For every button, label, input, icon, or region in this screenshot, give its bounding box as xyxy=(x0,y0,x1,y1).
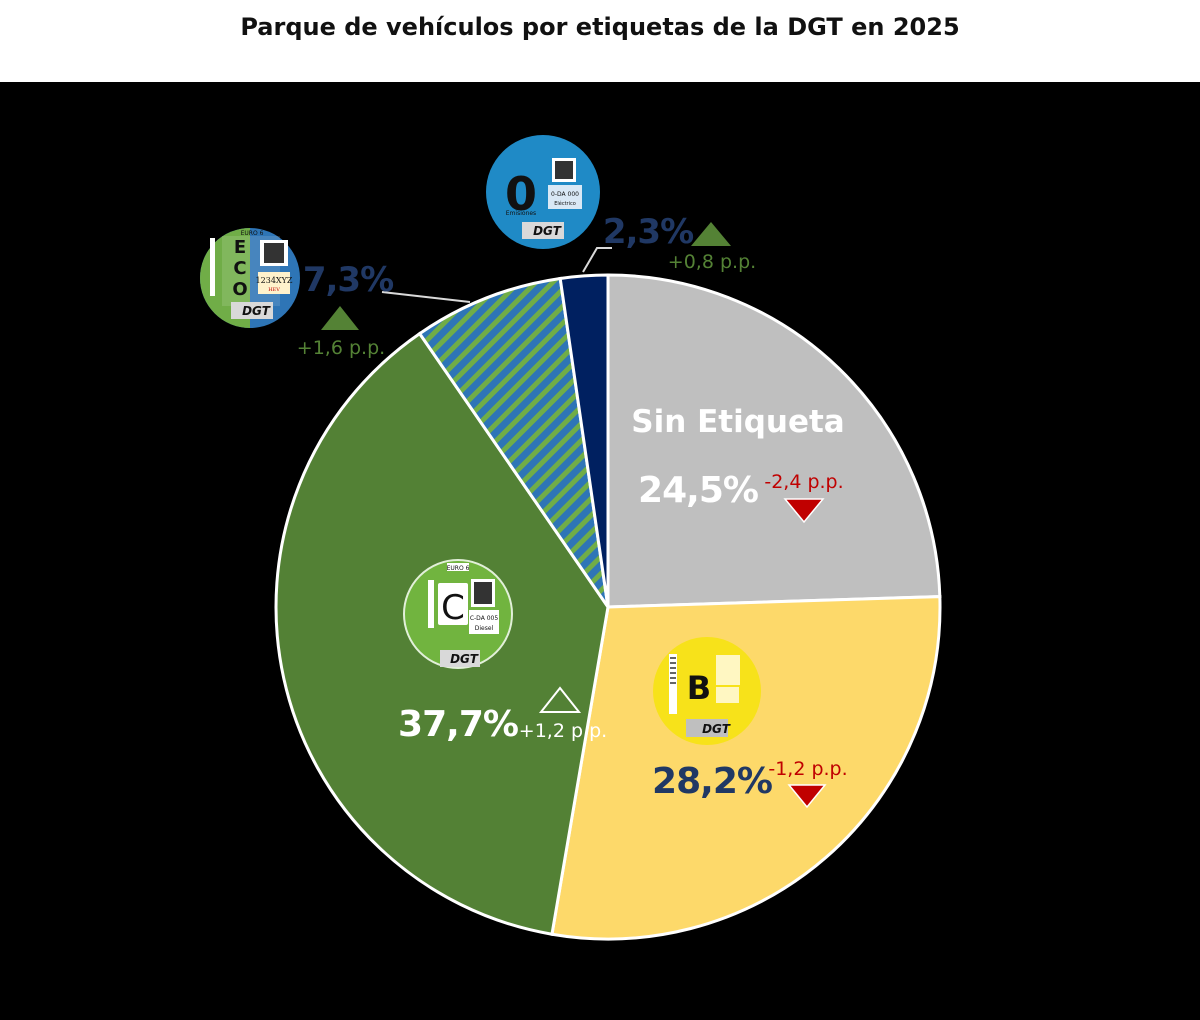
badge-c-fuel: Diesel xyxy=(475,625,494,632)
badge-b-letter: B xyxy=(687,669,711,707)
trend-up-icon-c xyxy=(538,686,582,713)
barcode-icon xyxy=(428,580,434,628)
change-cero: +0,8 p.p. xyxy=(668,251,756,273)
trend-down-icon-b xyxy=(787,784,827,809)
badge-c-plate: C-DA 005 xyxy=(470,615,499,622)
badge-cero-number: 0 xyxy=(505,167,537,221)
badge-eco-brand: DGT xyxy=(242,304,271,318)
change-b: -1,2 p.p. xyxy=(768,758,847,780)
badge-c-letter: C xyxy=(441,588,465,628)
badge-eco-plate: 1234XYZ xyxy=(256,276,293,285)
pie-slice-b xyxy=(550,595,942,941)
qr-code-icon xyxy=(716,655,740,685)
trend-up-icon-cero xyxy=(691,222,731,246)
chart-title: Parque de vehículos por etiquetas de la … xyxy=(240,13,960,41)
barcode-icon xyxy=(669,654,677,714)
badge-eco-letter-c: C xyxy=(233,258,246,279)
value-eco: 7,3% xyxy=(303,260,393,300)
value-b: 28,2% xyxy=(652,761,772,802)
pie-slice-cero xyxy=(558,273,610,608)
change-c: +1,2 p.p. xyxy=(519,720,607,742)
leader-line-cero xyxy=(582,247,612,273)
badge-c: EURO 6 C C-DA 005 Diesel DGT xyxy=(403,559,513,669)
trend-down-icon-sin-etiqueta xyxy=(783,498,825,524)
badge-c-euro: EURO 6 xyxy=(447,565,470,572)
pie-slice-eco xyxy=(417,276,610,608)
badge-b: B DGT xyxy=(653,637,761,745)
badge-b-brand: DGT xyxy=(702,722,731,736)
label-sin-etiqueta: Sin Etiqueta xyxy=(631,404,844,440)
badge-eco-euro: EURO 6 xyxy=(241,230,264,237)
value-sin-etiqueta: 24,5% xyxy=(638,470,758,511)
badge-cero-brand: DGT xyxy=(533,224,562,238)
title-bar xyxy=(0,0,1200,82)
pie-slices xyxy=(274,273,942,941)
change-sin-etiqueta: -2,4 p.p. xyxy=(764,471,843,493)
change-eco: +1,6 p.p. xyxy=(297,337,385,359)
value-c: 37,7% xyxy=(398,704,518,745)
pie-slice-sin-etiqueta xyxy=(606,273,942,609)
badge-eco: EURO 6 E C O 1234XYZ HEV DGT xyxy=(200,228,300,328)
trend-up-icon-eco xyxy=(321,306,359,330)
badge-cero-caption: Emisiones xyxy=(506,210,536,217)
badge-c-brand: DGT xyxy=(450,652,479,666)
value-cero: 2,3% xyxy=(603,212,693,252)
badge-eco-letter-o: O xyxy=(232,279,247,300)
badge-cero: 0 Emisiones 0-DA 000 Eléctrico DGT xyxy=(486,135,600,249)
badge-eco-letter-e: E xyxy=(234,237,246,258)
badge-cero-plate: 0-DA 000 xyxy=(551,191,579,198)
leader-line-eco xyxy=(381,291,471,303)
barcode-icon xyxy=(210,238,215,296)
badge-cero-fuel: Eléctrico xyxy=(554,200,576,207)
badge-eco-fuel: HEV xyxy=(268,287,280,293)
